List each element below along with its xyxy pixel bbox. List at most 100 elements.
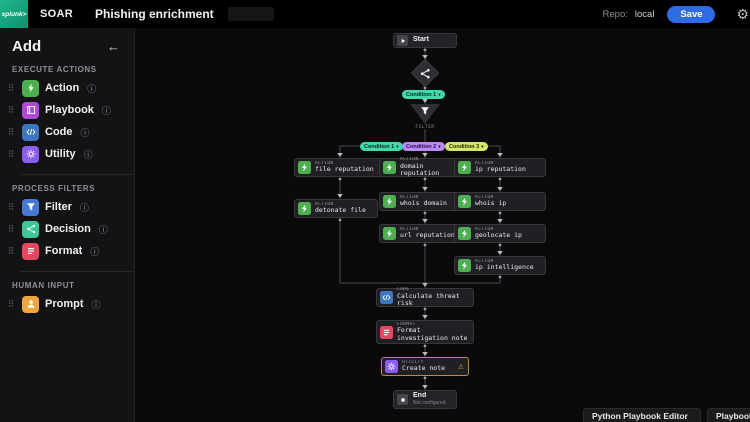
play-icon: [397, 35, 408, 46]
info-icon[interactable]: ⓘ: [101, 105, 111, 116]
drag-handle-icon[interactable]: ⠿: [7, 126, 15, 137]
add-panel: Add ← EXECUTE ACTIONS ⠿ Action ⓘ ⠿ Playb…: [0, 28, 135, 422]
repo-value[interactable]: local: [634, 8, 655, 20]
node-type-label: ACTION: [475, 195, 494, 201]
sidebar-item-prompt[interactable]: ⠿ Prompt ⓘ: [0, 293, 134, 315]
drag-handle-icon[interactable]: ⠿: [7, 82, 15, 93]
node-whois-domain[interactable]: ACTION whois domain: [379, 192, 471, 211]
drag-handle-icon[interactable]: ⠿: [7, 104, 15, 115]
settings-gear-icon[interactable]: ⚙: [736, 5, 749, 22]
caret-down-icon: ▾: [396, 143, 399, 149]
caret-down-icon: ▾: [481, 143, 484, 149]
node-geolocate-ip[interactable]: ACTION geolocate ip: [454, 224, 546, 243]
decision-icon: [22, 220, 39, 238]
branch-pill-condition-1[interactable]: Condition 1 ▾: [360, 142, 403, 151]
end-sublabel: Not configured: [413, 399, 446, 406]
tab-playbook-debugger[interactable]: Playbook D: [707, 408, 750, 422]
funnel-icon: [420, 106, 430, 116]
info-icon[interactable]: ⓘ: [90, 246, 100, 257]
filter-icon: [22, 198, 39, 216]
info-icon[interactable]: ⓘ: [91, 299, 101, 310]
action-icon: [458, 195, 471, 208]
start-label: Start: [413, 36, 429, 44]
node-type-label: UTILITY: [402, 360, 424, 366]
node-detonate-file[interactable]: ACTION detonate file: [294, 199, 378, 218]
format-icon: [22, 242, 39, 260]
node-ip-intelligence[interactable]: ACTION ip intelligence: [454, 256, 546, 275]
section-label: HUMAN INPUT: [12, 281, 75, 290]
sidebar-item-decision[interactable]: ⠿ Decision ⓘ: [0, 218, 134, 240]
info-icon[interactable]: ⓘ: [79, 202, 89, 213]
node-title: detonate file: [315, 206, 366, 215]
node-create-note[interactable]: UTILITY Create note ⚠: [381, 357, 469, 376]
node-format-investigation-note[interactable]: FORMAT Format investigation note: [376, 320, 474, 344]
node-file-reputation[interactable]: ACTION file reputation: [294, 158, 386, 177]
info-icon[interactable]: ⓘ: [80, 127, 90, 138]
utility-icon: [22, 145, 39, 163]
sidebar-item-filter[interactable]: ⠿ Filter ⓘ: [0, 196, 134, 218]
node-domain-reputation[interactable]: ACTION domain reputation: [379, 157, 471, 178]
node-calculate-threat-risk[interactable]: CODE Calculate threat risk: [376, 287, 474, 308]
drag-handle-icon[interactable]: ⠿: [7, 298, 15, 309]
node-title: ip reputation: [475, 165, 526, 174]
action-icon: [298, 202, 311, 215]
sidebar-item-code[interactable]: ⠿ Code ⓘ: [0, 121, 134, 143]
branch-pill-condition-2[interactable]: Condition 2 ▾: [402, 142, 445, 151]
sidebar-item-label: Playbook: [45, 104, 94, 116]
playbook-canvas[interactable]: Start Condition 1 ▾ FILTER Condition 1 ▾…: [135, 28, 750, 422]
node-type-label: FORMAT: [397, 321, 416, 327]
sidebar-item-action[interactable]: ⠿ Action ⓘ: [0, 77, 134, 99]
back-arrow-icon[interactable]: ←: [107, 39, 120, 54]
info-icon[interactable]: ⓘ: [83, 149, 93, 160]
drag-handle-icon[interactable]: ⠿: [7, 148, 15, 159]
sidebar-item-utility[interactable]: ⠿ Utility ⓘ: [0, 143, 134, 165]
code-icon: [22, 123, 39, 141]
decision-condition-pill[interactable]: Condition 1 ▾: [402, 90, 445, 99]
pill-label: Condition 2: [406, 143, 437, 150]
utility-icon: [385, 360, 398, 373]
panel-title: Add: [12, 38, 42, 55]
sidebar-item-playbook[interactable]: ⠿ Playbook ⓘ: [0, 99, 134, 121]
node-type-label: ACTION: [400, 157, 419, 163]
drag-handle-icon[interactable]: ⠿: [7, 245, 15, 256]
node-url-reputation[interactable]: ACTION url reputation: [379, 224, 471, 243]
node-type-label: ACTION: [315, 202, 334, 208]
node-type-label: ACTION: [475, 161, 494, 167]
filter-node[interactable]: [410, 104, 440, 124]
start-node[interactable]: Start: [393, 33, 457, 48]
action-icon: [383, 227, 396, 240]
node-type-label: ACTION: [315, 161, 334, 167]
node-title: Format investigation note: [397, 326, 468, 342]
node-title: whois ip: [475, 199, 507, 208]
drag-handle-icon[interactable]: ⠿: [7, 201, 15, 212]
splunk-logo[interactable]: splunk>: [0, 0, 28, 28]
tab-python-playbook-editor[interactable]: Python Playbook Editor: [583, 408, 701, 422]
node-title: domain reputation: [400, 161, 440, 178]
save-button[interactable]: Save: [667, 5, 716, 23]
branch-pill-condition-3[interactable]: Condition 3 ▾: [445, 142, 488, 151]
sidebar-item-format[interactable]: ⠿ Format ⓘ: [0, 240, 134, 262]
section-label: PROCESS FILTERS: [12, 184, 96, 193]
tab-label: Playbook D: [716, 410, 750, 421]
node-type-label: ACTION: [475, 259, 494, 265]
section-execute-actions: EXECUTE ACTIONS ⠿ Action ⓘ ⠿ Playbook ⓘ …: [0, 65, 134, 165]
sidebar-item-label: Prompt: [45, 298, 84, 310]
info-icon[interactable]: ⓘ: [98, 224, 108, 235]
node-title: Create note: [402, 364, 446, 373]
end-label: End: [413, 392, 427, 400]
node-title: file reputation: [315, 165, 374, 174]
info-icon[interactable]: ⓘ: [87, 83, 97, 94]
redacted-badge: [227, 7, 274, 21]
drag-handle-icon[interactable]: ⠿: [7, 223, 15, 234]
sidebar-item-label: Utility: [45, 148, 76, 160]
pill-label: Condition 3: [449, 143, 480, 150]
node-title: Calculate threat risk: [397, 291, 460, 308]
node-type-label: ACTION: [400, 195, 419, 201]
end-node[interactable]: End Not configured: [393, 390, 457, 409]
code-icon: [380, 291, 393, 304]
warning-icon: ⚠: [457, 363, 464, 371]
splunk-logo-text: splunk>: [1, 10, 27, 18]
node-title: ip intelligence: [475, 263, 534, 272]
node-ip-reputation[interactable]: ACTION ip reputation: [454, 158, 546, 177]
node-whois-ip[interactable]: ACTION whois ip: [454, 192, 546, 211]
